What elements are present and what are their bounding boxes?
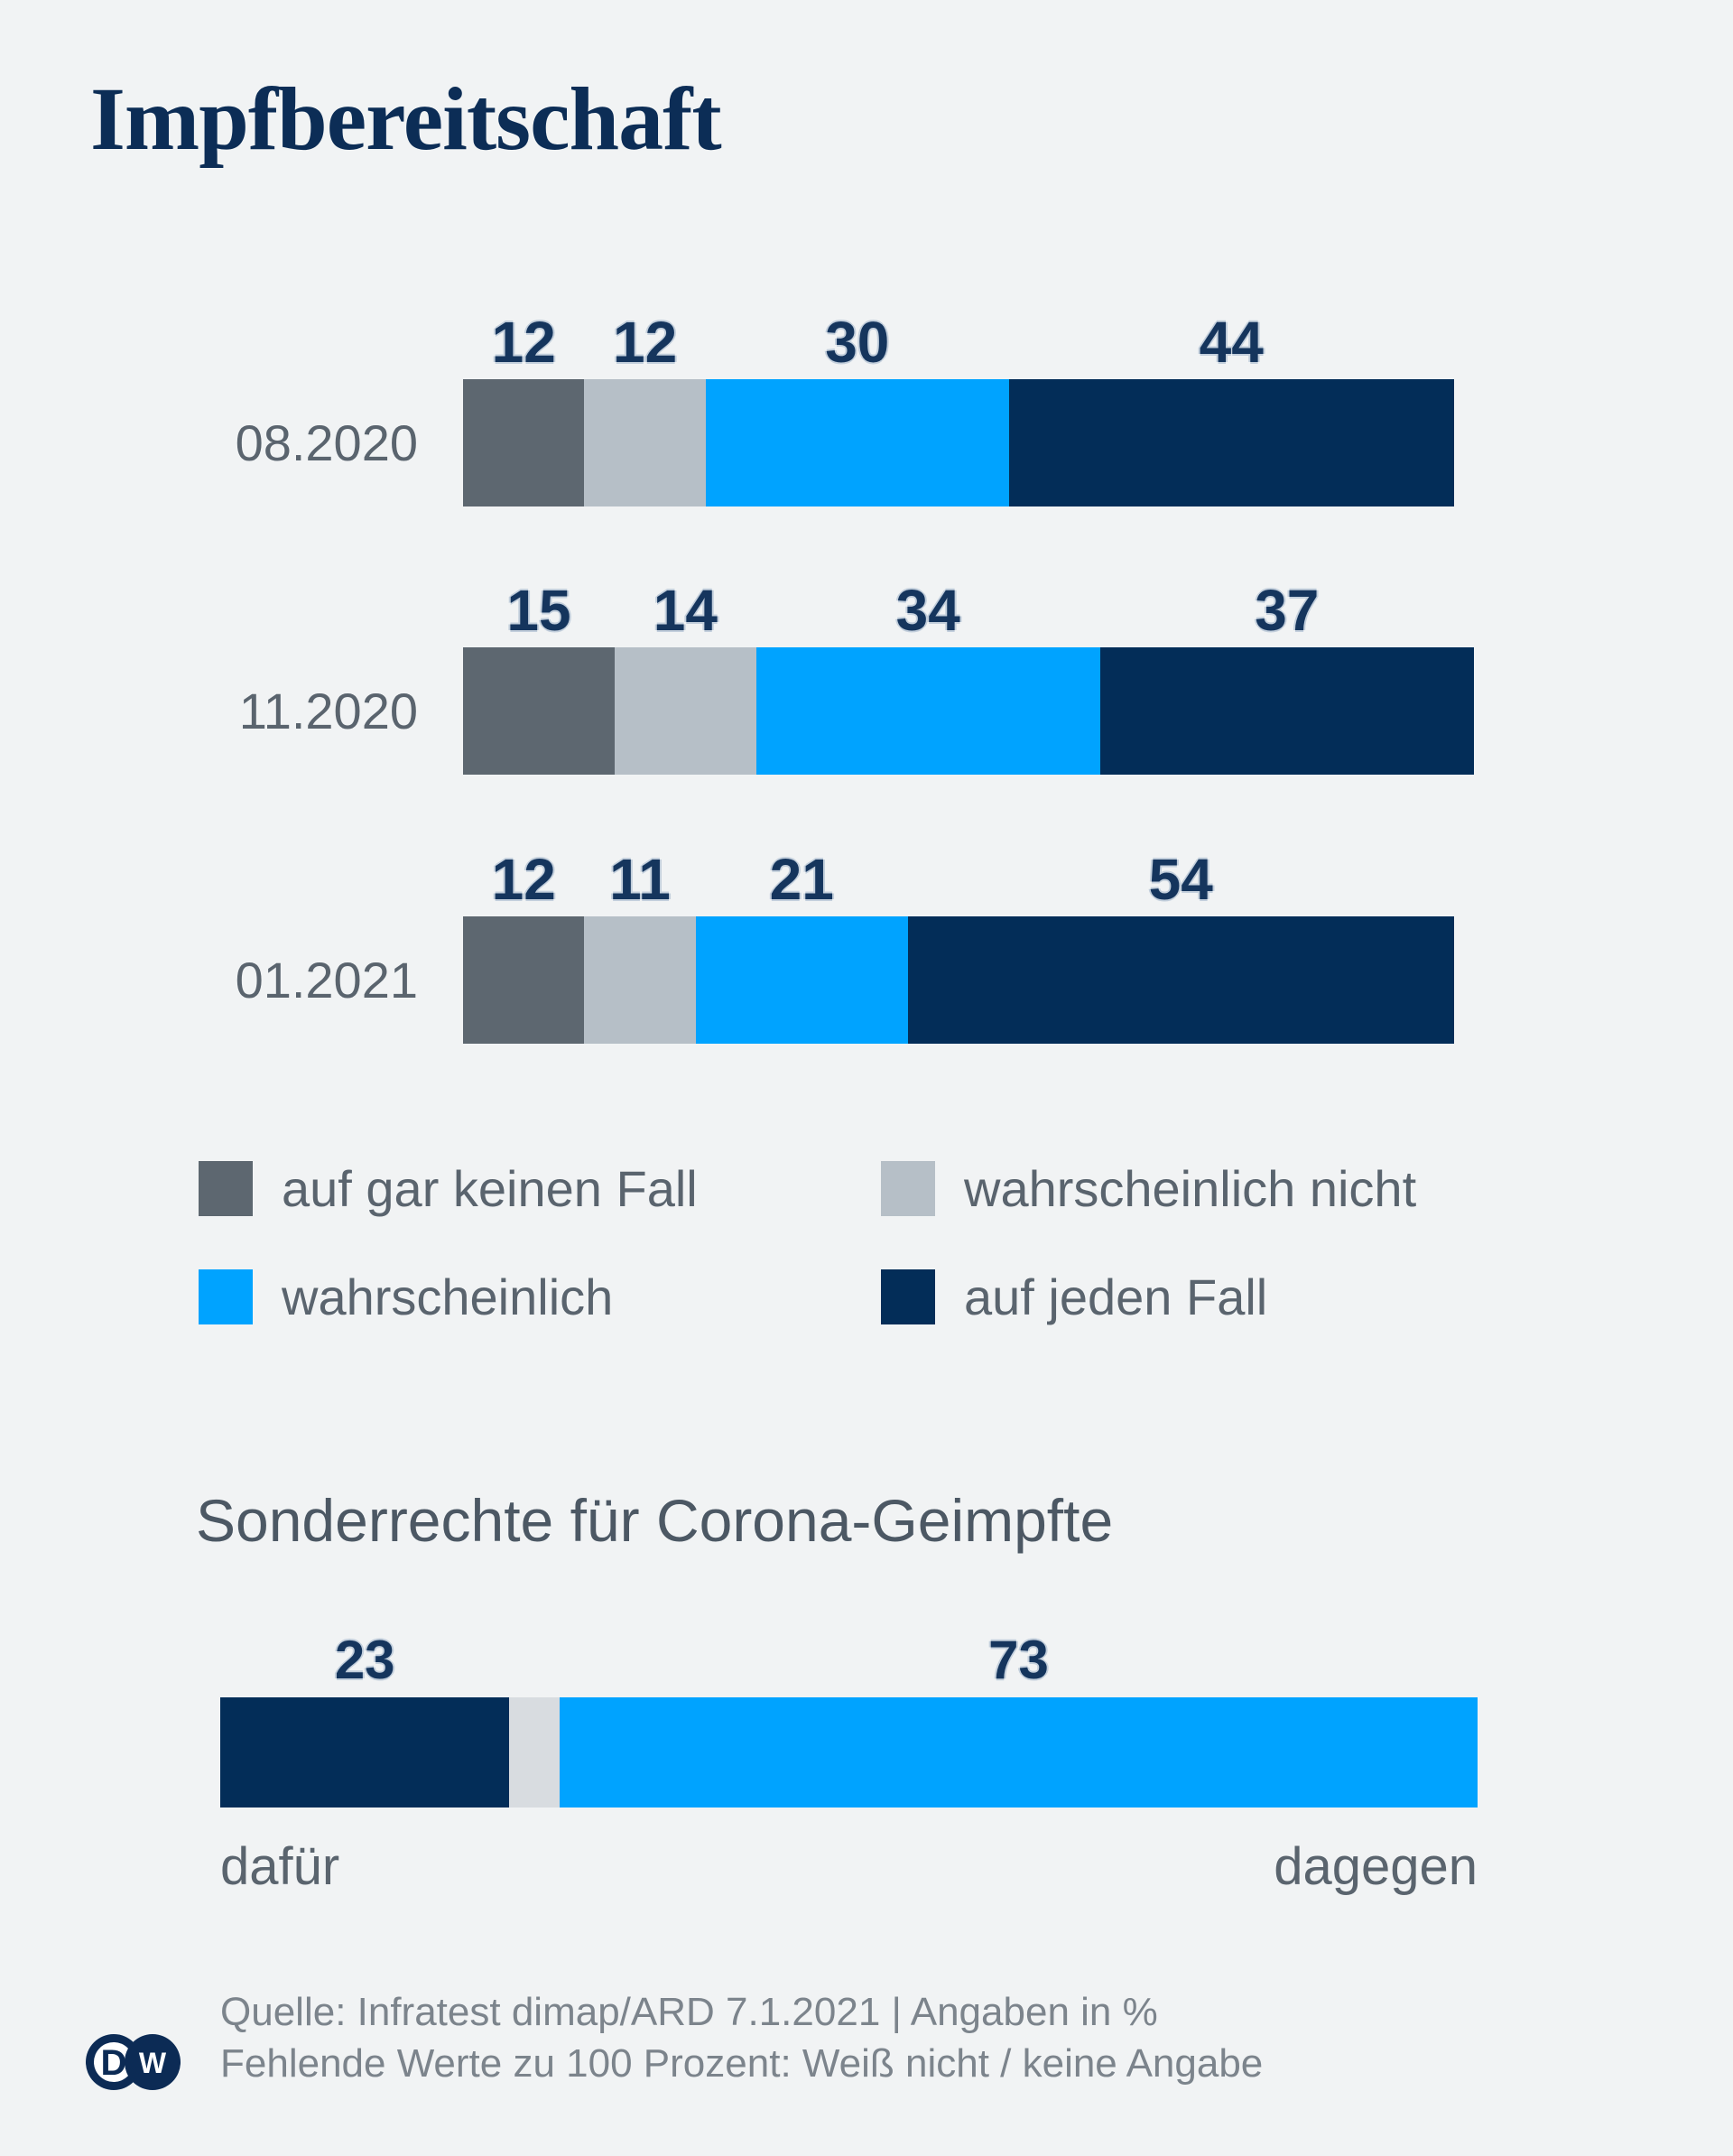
bar-segment bbox=[584, 916, 696, 1044]
value-label: 54 bbox=[1148, 847, 1213, 912]
legend-item: auf gar keinen Fall bbox=[199, 1161, 698, 1217]
legend-label: auf jeden Fall bbox=[964, 1269, 1268, 1325]
value-label: 44 bbox=[1199, 310, 1264, 375]
value-label: 14 bbox=[653, 578, 718, 643]
value-label: 30 bbox=[825, 310, 890, 375]
dw-logo-letter-d: D bbox=[101, 2043, 127, 2083]
legend-item: auf jeden Fall bbox=[881, 1269, 1267, 1325]
legend-label: wahrscheinlich bbox=[282, 1269, 614, 1325]
bar-segment bbox=[615, 647, 756, 775]
bar-segment bbox=[1099, 647, 1474, 775]
axis-label-dagegen: dagegen bbox=[1274, 1837, 1478, 1896]
bar-segment bbox=[560, 1697, 1478, 1808]
bar-segment bbox=[220, 1697, 510, 1808]
legend-swatch-gray-dark bbox=[199, 1161, 253, 1216]
dw-logo-letter-w: W bbox=[139, 2047, 167, 2079]
value-label: 11 bbox=[609, 847, 671, 912]
axis-label-dafuer: dafür bbox=[220, 1837, 340, 1896]
legend-item: wahrscheinlich nicht bbox=[881, 1161, 1416, 1217]
bar-segment bbox=[695, 916, 908, 1044]
bar-segment bbox=[463, 647, 615, 775]
bar-segment bbox=[463, 379, 585, 506]
dw-logo-right-circle bbox=[125, 2034, 181, 2090]
footer: Quelle: Infratest dimap/ARD 7.1.2021 | A… bbox=[220, 1986, 1263, 2089]
category-label: 01.2021 bbox=[235, 952, 418, 1008]
legend-label: auf gar keinen Fall bbox=[282, 1160, 698, 1217]
bar-segment bbox=[509, 1697, 561, 1808]
value-label: 21 bbox=[769, 847, 834, 912]
legend-item: wahrscheinlich bbox=[199, 1269, 613, 1325]
footer-source: Quelle: Infratest dimap/ARD 7.1.2021 | A… bbox=[220, 1990, 1158, 2034]
value-label: 37 bbox=[1255, 578, 1320, 643]
bar-segment bbox=[705, 379, 1009, 506]
bar-segment bbox=[907, 916, 1454, 1044]
footer-note: Fehlende Werte zu 100 Prozent: Weiß nich… bbox=[220, 2041, 1264, 2086]
value-label: 12 bbox=[613, 310, 678, 375]
value-label: 23 bbox=[334, 1630, 395, 1690]
value-label: 12 bbox=[491, 847, 556, 912]
bar-segment bbox=[755, 647, 1100, 775]
legend-swatch-gray-light bbox=[881, 1161, 935, 1216]
bar-segment bbox=[463, 916, 585, 1044]
legend-swatch-navy bbox=[881, 1269, 935, 1324]
category-label: 11.2020 bbox=[238, 683, 418, 739]
legend-label: wahrscheinlich nicht bbox=[964, 1160, 1417, 1217]
bar-segment bbox=[1008, 379, 1454, 506]
bar-segment bbox=[584, 379, 706, 506]
page-title: Impfbereitschaft bbox=[90, 69, 722, 169]
dw-logo-inner-circle bbox=[94, 2042, 134, 2082]
value-label: 12 bbox=[491, 310, 556, 375]
category-label: 08.2020 bbox=[235, 414, 418, 471]
legend-swatch-blue bbox=[199, 1269, 253, 1324]
value-label: 73 bbox=[988, 1630, 1049, 1690]
section-title: Sonderrechte für Corona-Geimpfte bbox=[196, 1487, 1114, 1554]
dw-logo: D W bbox=[86, 2034, 181, 2090]
value-label: 34 bbox=[895, 578, 960, 643]
value-label: 15 bbox=[506, 578, 571, 643]
